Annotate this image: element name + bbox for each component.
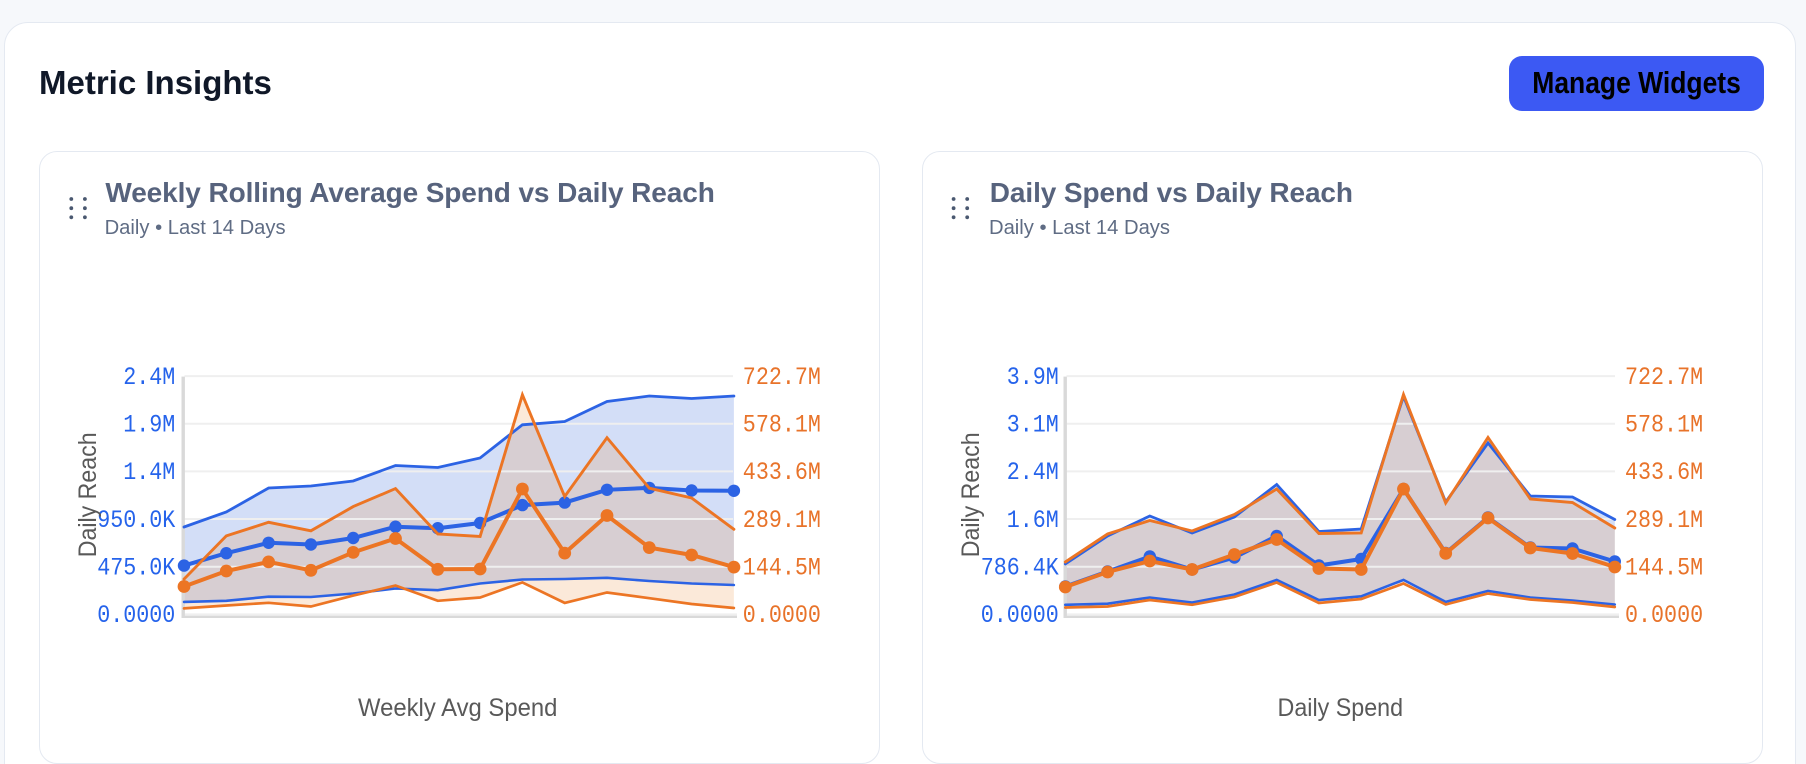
svg-text:1.6M: 1.6M <box>1007 506 1059 535</box>
svg-text:3.9M: 3.9M <box>1007 363 1059 392</box>
svg-text:433.6M: 433.6M <box>1625 458 1703 487</box>
svg-text:0.0000: 0.0000 <box>981 601 1059 630</box>
svg-text:950.0K: 950.0K <box>97 506 175 535</box>
svg-text:722.7M: 722.7M <box>1625 363 1703 392</box>
svg-text:1.9M: 1.9M <box>123 411 175 440</box>
svg-text:578.1M: 578.1M <box>743 411 821 440</box>
svg-text:0.0000: 0.0000 <box>743 601 821 630</box>
svg-text:722.7M: 722.7M <box>743 363 821 392</box>
svg-text:475.0K: 475.0K <box>97 554 175 583</box>
svg-text:144.5M: 144.5M <box>1625 554 1703 583</box>
svg-text:Weekly Avg Spend: Weekly Avg Spend <box>358 694 557 722</box>
svg-text:0.0000: 0.0000 <box>97 601 175 630</box>
svg-text:786.4K: 786.4K <box>981 554 1059 583</box>
svg-text:0.0000: 0.0000 <box>1625 601 1703 630</box>
svg-text:Daily Spend: Daily Spend <box>1278 694 1404 722</box>
svg-text:578.1M: 578.1M <box>1625 411 1703 440</box>
svg-text:144.5M: 144.5M <box>743 554 821 583</box>
svg-text:Daily Reach: Daily Reach <box>74 432 102 557</box>
svg-text:1.4M: 1.4M <box>123 458 175 487</box>
svg-text:3.1M: 3.1M <box>1007 411 1059 440</box>
svg-text:289.1M: 289.1M <box>1625 506 1703 535</box>
svg-text:289.1M: 289.1M <box>743 506 821 535</box>
svg-text:433.6M: 433.6M <box>743 458 821 487</box>
svg-text:2.4M: 2.4M <box>1007 458 1059 487</box>
svg-text:Daily Reach: Daily Reach <box>957 432 985 557</box>
svg-text:2.4M: 2.4M <box>123 363 175 392</box>
